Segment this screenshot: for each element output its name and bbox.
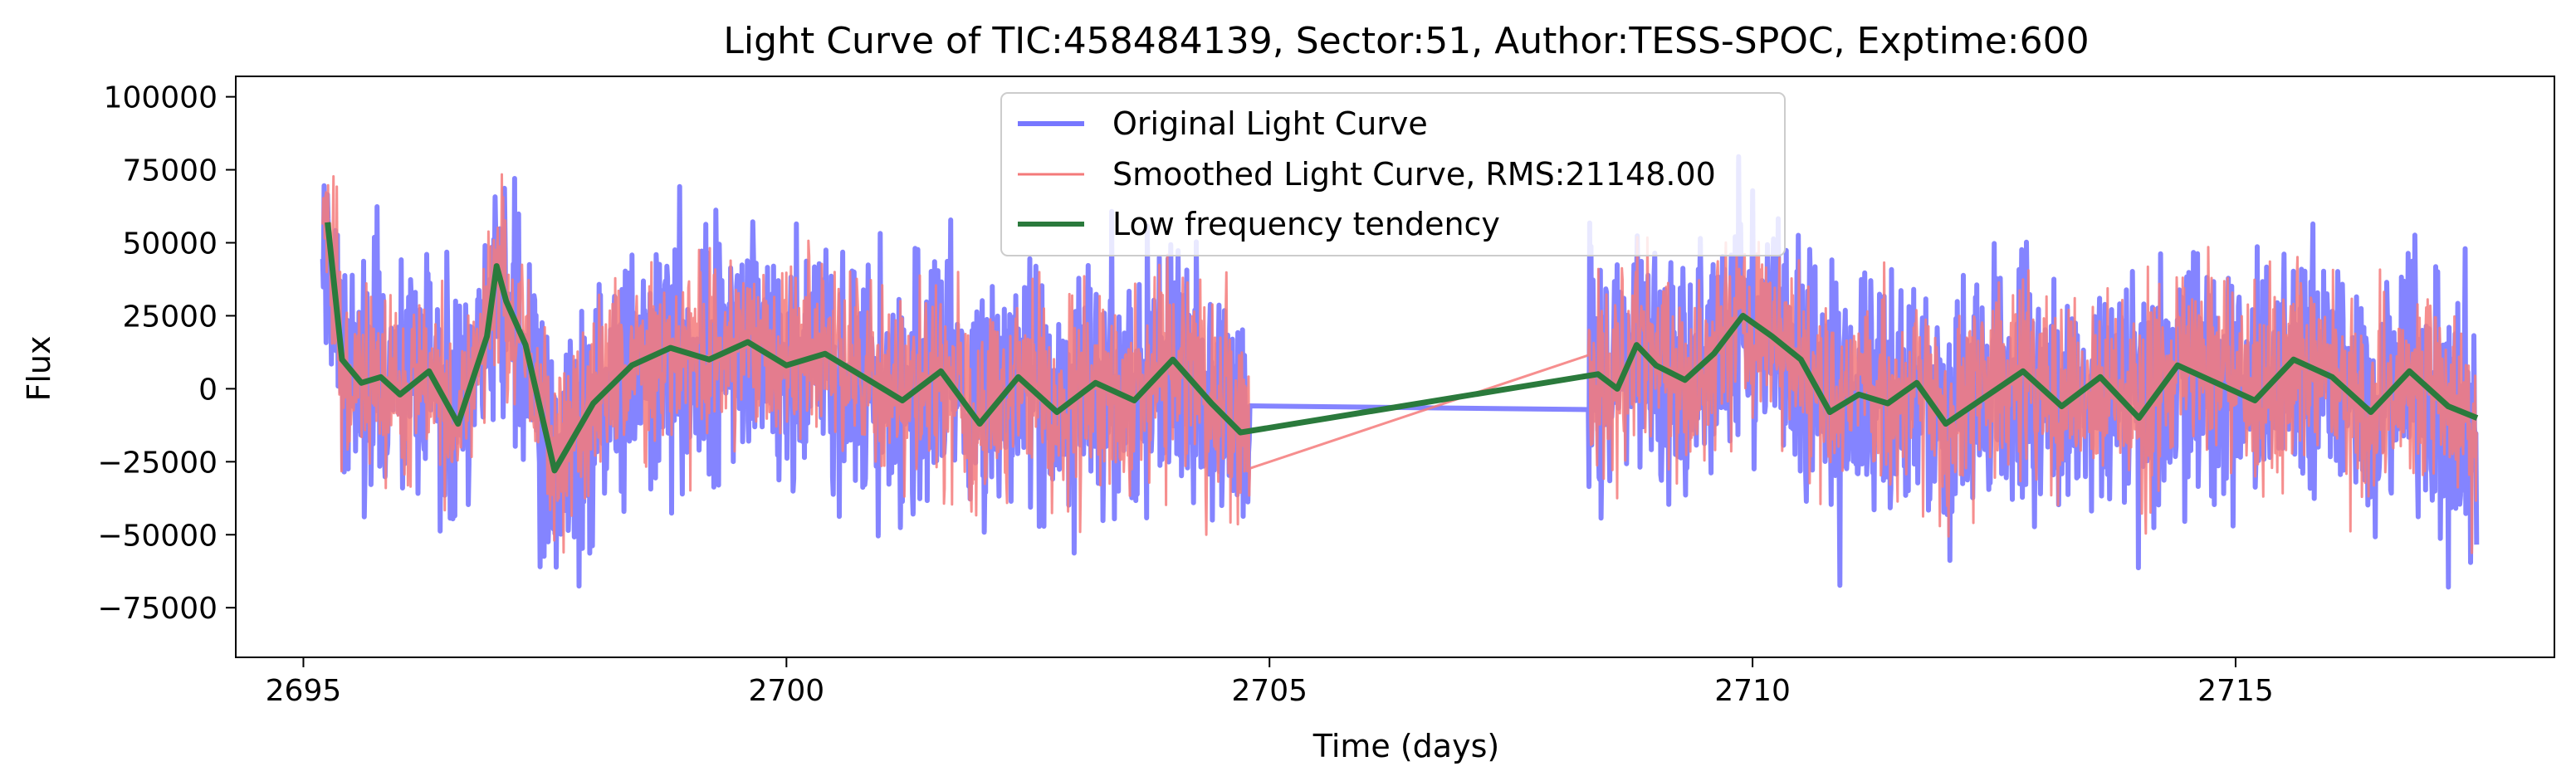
y-axis: 100000 75000 50000 25000 0 −25000 −50000 −75000	[97, 81, 236, 626]
legend-box	[1000, 92, 1786, 256]
legend-label-trend: Low frequency tendency	[1112, 206, 1500, 242]
y-tick-label: 0	[198, 373, 218, 407]
y-tick-label: −75000	[97, 592, 218, 626]
y-tick-label: 100000	[104, 81, 218, 115]
chart-title: Light Curve of TIC:458484139, Sector:51,…	[723, 20, 2089, 62]
y-tick-label: 75000	[122, 154, 218, 188]
plot-frame	[235, 76, 2555, 658]
legend: Original Light Curve Smoothed Light Curv…	[1000, 92, 1786, 256]
x-tick-label: 2700	[749, 674, 825, 708]
x-tick-label: 2715	[2197, 674, 2274, 708]
legend-label-original: Original Light Curve	[1112, 105, 1428, 142]
series-line	[321, 173, 2478, 554]
x-axis: 2695 2700 2705 2710 2715	[266, 657, 2274, 708]
y-tick-label: 25000	[122, 300, 218, 334]
x-tick-label: 2710	[1714, 674, 1791, 708]
series-layer	[320, 154, 2480, 590]
legend-label-smoothed: Smoothed Light Curve, RMS:21148.00	[1112, 156, 1716, 193]
x-axis-label: Time (days)	[1312, 728, 1499, 764]
x-tick-label: 2705	[1231, 674, 1308, 708]
trend-line	[325, 222, 2479, 474]
y-tick-label: −25000	[97, 446, 218, 480]
y-tick-label: 50000	[122, 227, 218, 261]
y-tick-label: −50000	[97, 519, 218, 553]
x-tick-label: 2695	[266, 674, 342, 708]
y-axis-label: Flux	[21, 336, 57, 402]
